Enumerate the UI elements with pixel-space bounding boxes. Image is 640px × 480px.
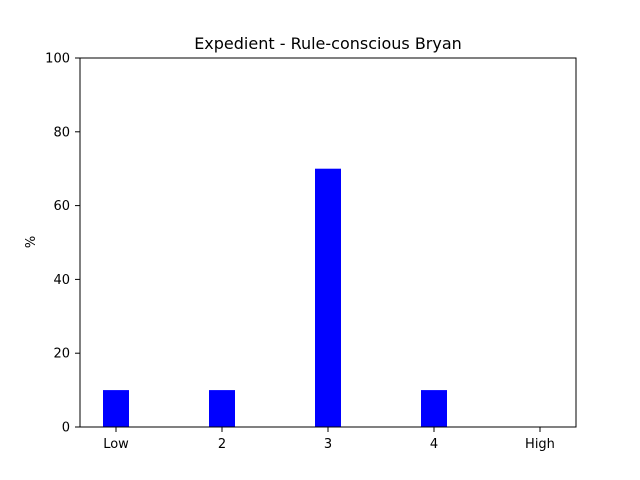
x-tick-label: 3 [324, 437, 332, 452]
bars [103, 168, 447, 427]
y-tick-label: 20 [53, 347, 70, 362]
y-tick-label: 80 [53, 125, 70, 140]
x-axis-ticks: Low 2 3 4 High [103, 427, 555, 452]
y-tick-label: 60 [53, 199, 70, 214]
x-tick-label: 2 [218, 437, 226, 452]
plot-frame [79, 57, 577, 428]
y-tick-label: 0 [62, 421, 70, 436]
y-tick-label: 40 [53, 273, 70, 288]
bar-2 [209, 390, 235, 427]
x-tick-label: High [525, 437, 555, 452]
y-axis-label: % [24, 236, 39, 248]
x-tick-label: 4 [430, 437, 438, 452]
y-axis-ticks: 0 20 40 60 80 100 [45, 52, 80, 436]
bar-3 [315, 168, 341, 427]
bar-4 [421, 390, 447, 427]
x-tick-label: Low [103, 437, 129, 452]
chart-title: Expedient - Rule-conscious Bryan [194, 34, 462, 53]
y-tick-label: 100 [45, 52, 70, 67]
bar-low [103, 390, 129, 427]
